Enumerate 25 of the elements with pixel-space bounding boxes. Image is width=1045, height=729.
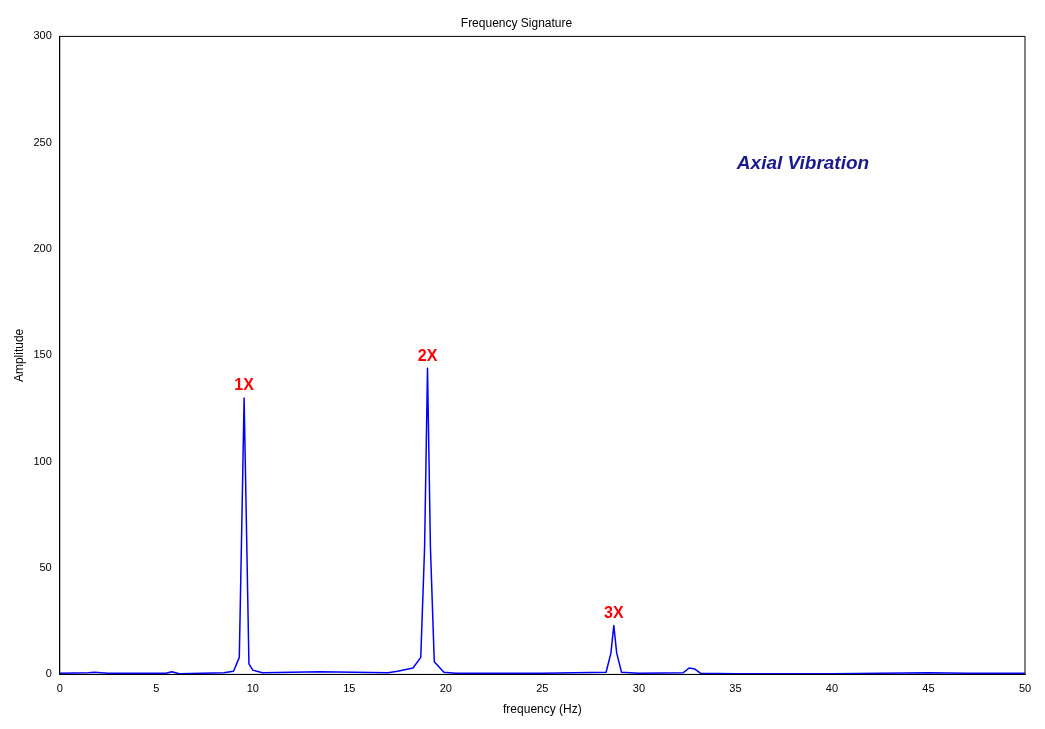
y-tick-label: 300 <box>33 29 52 42</box>
chart-title: Frequency Signature <box>460 15 573 30</box>
annotation: 2X <box>417 346 438 364</box>
x-tick-label: 45 <box>922 682 935 695</box>
annotation: 3X <box>604 603 624 621</box>
x-tick-label: 50 <box>1018 682 1032 695</box>
y-tick-label: 0 <box>45 667 52 680</box>
y-tick-label: 200 <box>33 242 52 255</box>
y-tick-label: 150 <box>33 348 52 361</box>
x-tick-label: 25 <box>536 682 549 695</box>
x-axis-title: frequency (Hz) <box>503 702 582 717</box>
y-tick-label: 50 <box>39 561 52 574</box>
x-tick-label: 10 <box>246 682 259 695</box>
x-tick-label: 5 <box>153 682 160 695</box>
x-tick-label: 15 <box>343 682 356 695</box>
y-axis-title: Amplitude <box>11 328 26 383</box>
y-tick-label: 250 <box>33 135 52 148</box>
y-tick-label: 100 <box>33 454 52 467</box>
x-tick-label: 20 <box>439 682 452 695</box>
annotation: 1X <box>234 376 255 394</box>
x-tick-label: 0 <box>56 682 63 695</box>
x-tick-label: 30 <box>632 682 646 695</box>
x-tick-label: 35 <box>729 682 742 695</box>
x-tick-label: 40 <box>825 682 839 695</box>
annotation: Axial Vibration <box>735 152 870 174</box>
